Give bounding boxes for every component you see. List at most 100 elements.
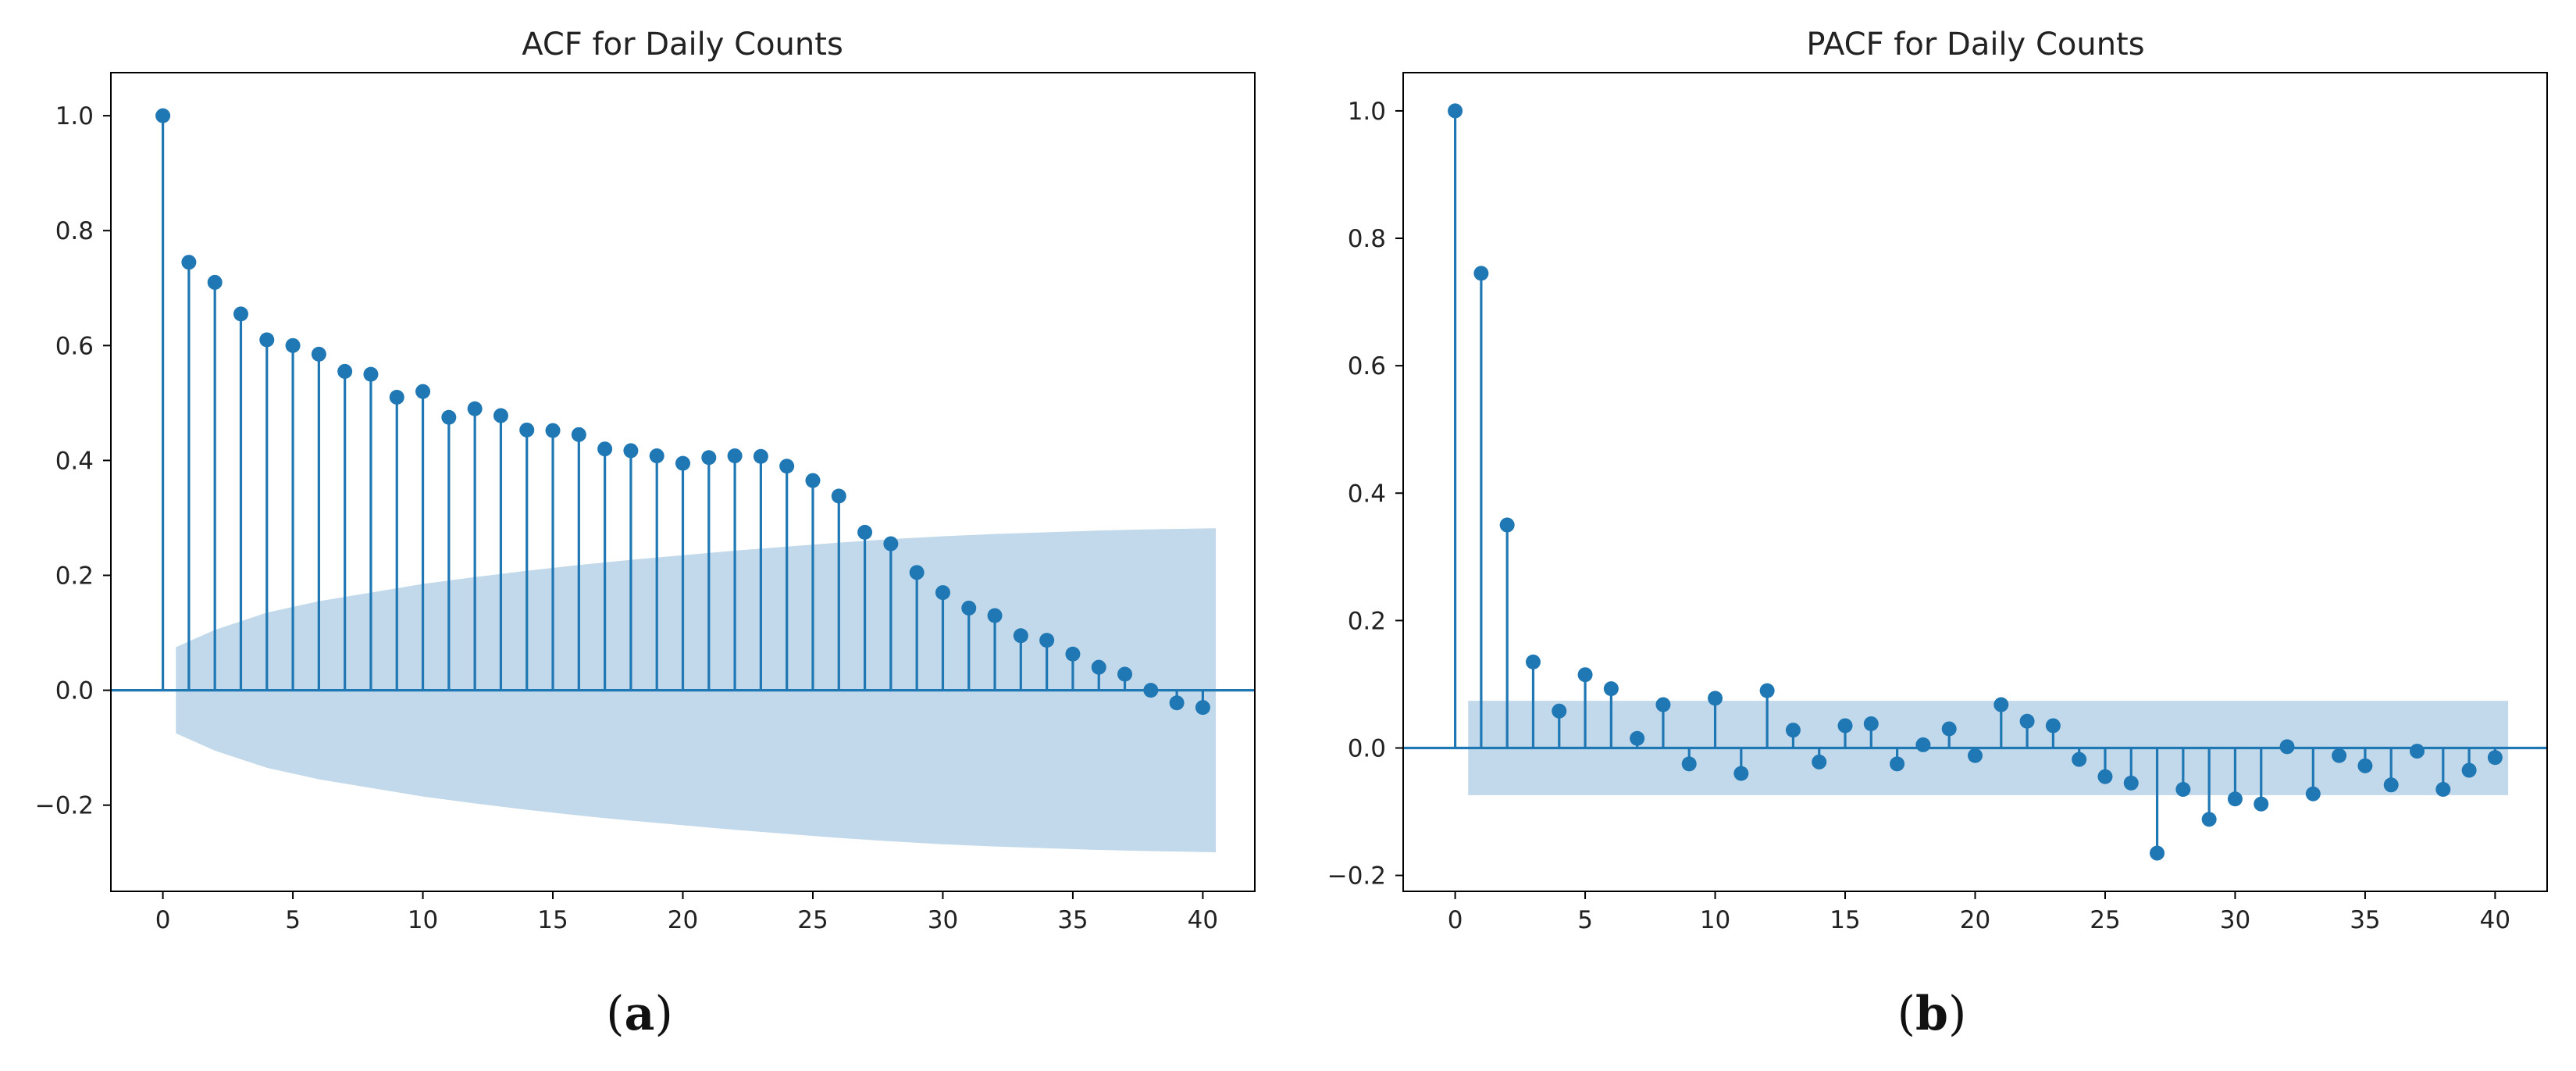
acf-stem-marker — [259, 332, 275, 348]
acf-stem-marker — [1091, 659, 1106, 675]
pacf-stem-lag-9 — [1681, 748, 1697, 772]
acf-caption-open-paren: ( — [606, 987, 624, 1041]
pacf-stem-lag-18 — [1915, 737, 1931, 752]
acf-x-tick-label: 35 — [1057, 906, 1088, 934]
acf-y-tick-label: 0.2 — [55, 562, 94, 591]
pacf-stem-lag-28 — [2175, 748, 2191, 798]
acf-stem-marker — [155, 108, 171, 123]
pacf-stem-lag-30 — [2227, 748, 2243, 807]
pacf-stem-lag-37 — [2410, 744, 2425, 759]
acf-stem-marker — [1039, 633, 1055, 648]
pacf-x-tick-label: 10 — [1700, 906, 1730, 934]
acf-stem-marker — [1169, 695, 1185, 711]
pacf-stem-marker — [1941, 721, 1957, 737]
acf-stems-layer — [155, 108, 1210, 716]
pacf-stem-marker — [1603, 681, 1619, 697]
pacf-stem-marker — [2487, 750, 2503, 766]
pacf-stem-marker — [1812, 754, 1827, 769]
pacf-stem-lag-19 — [1941, 721, 1957, 748]
acf-stem-marker — [857, 524, 873, 540]
acf-stem-lag-20 — [675, 455, 690, 691]
acf-stem-marker — [597, 441, 613, 457]
acf-stem-lag-34 — [1039, 633, 1055, 691]
acf-stem-lag-37 — [1117, 666, 1133, 691]
acf-stem-marker — [883, 536, 899, 552]
acf-caption-letter: a — [625, 987, 655, 1041]
pacf-stem-marker — [1968, 748, 1983, 763]
pacf-caption-letter: b — [1915, 987, 1948, 1041]
pacf-stem-lag-21 — [1993, 697, 2009, 748]
acf-stem-marker — [1195, 700, 1210, 716]
acf-stem-lag-23 — [753, 448, 768, 691]
pacf-stem-lag-39 — [2461, 748, 2477, 778]
pacf-stem-lag-20 — [1968, 748, 1983, 763]
pacf-stem-marker — [2097, 769, 2113, 784]
pacf-stem-marker — [1759, 683, 1775, 698]
pacf-stem-lag-4 — [1552, 703, 1567, 748]
acf-stem-lag-29 — [909, 565, 925, 691]
pacf-stem-lag-32 — [2279, 739, 2295, 755]
acf-caption-close-paren: ) — [654, 987, 672, 1041]
acf-stem-lag-15 — [545, 423, 561, 691]
acf-stem-marker — [987, 608, 1003, 623]
acf-stem-lag-25 — [805, 473, 821, 691]
pacf-stem-lag-22 — [2019, 713, 2035, 748]
acf-stem-lag-22 — [727, 448, 743, 691]
acf-x-tick-label: 15 — [537, 906, 568, 934]
acf-x-tick-label: 40 — [1188, 906, 1218, 934]
acf-stem-marker — [701, 450, 717, 466]
acf-stem-marker — [285, 337, 301, 353]
acf-stem-lag-13 — [493, 408, 508, 691]
pacf-x-axis: 0 5 10 15 20 25 30 35 40 — [1448, 891, 2510, 934]
pacf-stem-marker — [1863, 716, 1879, 732]
pacf-stem-lag-16 — [1863, 716, 1879, 748]
pacf-x-tick-label: 0 — [1448, 906, 1463, 934]
pacf-stem-lag-1 — [1473, 266, 1489, 748]
pacf-stem-marker — [1890, 756, 1905, 772]
pacf-panel: PACF for Daily Counts 0 5 10 15 20 25 30 35 40 −… — [1327, 27, 2548, 1041]
pacf-stem-marker — [2019, 713, 2035, 729]
pacf-stem-marker — [1915, 737, 1931, 752]
acf-y-axis: −0.2 0.0 0.2 0.4 0.6 0.8 1.0 — [35, 102, 111, 820]
acf-stem-lag-40 — [1195, 690, 1210, 716]
pacf-stem-lag-38 — [2435, 748, 2451, 798]
pacf-y-axis: −0.2 0.0 0.2 0.4 0.6 0.8 1.0 — [1327, 98, 1403, 891]
acf-stem-marker — [519, 422, 535, 437]
acf-stem-lag-17 — [597, 441, 613, 691]
acf-stem-marker — [831, 488, 846, 504]
pacf-stem-lag-27 — [2150, 748, 2165, 861]
acf-stem-lag-12 — [467, 401, 483, 691]
acf-stem-lag-2 — [207, 274, 223, 691]
pacf-stem-lag-33 — [2305, 748, 2321, 801]
acf-stem-marker — [961, 600, 977, 616]
acf-y-tick-label: 0.8 — [55, 217, 94, 245]
pacf-stem-marker — [1708, 691, 1723, 706]
pacf-stem-marker — [1993, 697, 2009, 712]
pacf-stem-marker — [2254, 796, 2269, 812]
pacf-stem-marker — [1733, 766, 1749, 781]
pacf-stem-marker — [1630, 730, 1645, 746]
acf-stem-lag-14 — [519, 422, 535, 691]
acf-x-axis: 0 5 10 15 20 25 30 35 40 — [155, 891, 1218, 934]
pacf-stem-marker — [1837, 718, 1853, 734]
acf-stem-lag-16 — [571, 427, 586, 691]
acf-stem-lag-0 — [155, 108, 171, 691]
pacf-stem-marker — [2072, 751, 2087, 767]
acf-stem-lag-26 — [831, 488, 846, 691]
pacf-stem-marker — [2410, 744, 2425, 759]
pacf-stem-marker — [2383, 777, 2399, 793]
pacf-stem-marker — [2123, 775, 2139, 791]
acf-stem-marker — [363, 366, 379, 382]
pacf-stem-lag-8 — [1655, 697, 1671, 748]
pacf-stem-marker — [2435, 782, 2451, 798]
pacf-x-tick-label: 5 — [1577, 906, 1593, 934]
pacf-stem-lag-24 — [2072, 748, 2087, 767]
acf-stem-lag-28 — [883, 536, 899, 691]
acf-stem-marker — [805, 473, 821, 488]
acf-panel-caption: (a) — [606, 987, 673, 1041]
pacf-stem-lag-15 — [1837, 718, 1853, 748]
acf-stem-marker — [207, 274, 223, 290]
pacf-stem-lag-10 — [1708, 691, 1723, 748]
